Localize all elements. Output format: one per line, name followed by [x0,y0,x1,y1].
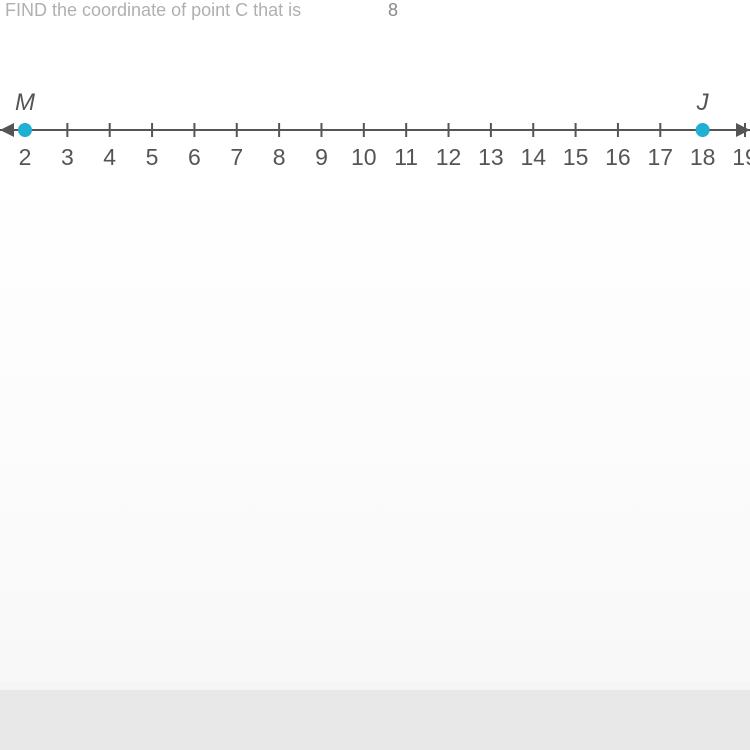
question-text-fragment: FIND the coordinate of point C that is 8 [0,0,750,22]
tick-label: 13 [478,144,504,170]
point-label: J [696,89,710,116]
tick-label: 5 [146,144,159,170]
number-line-svg: 2 3 4 5 6 7 8 9 10 11 12 13 14 15 16 17 18 19 M J [0,80,750,200]
fraction-denominator: 8 [388,0,398,21]
question-text-left: FIND the coordinate of point C that is [5,0,301,20]
tick-label: 12 [436,144,462,170]
tick-label: 15 [563,144,589,170]
tick-label: 3 [61,144,74,170]
tick-label: 14 [520,144,546,170]
tick-label: 4 [103,144,116,170]
tick-label: 11 [394,144,418,170]
tick-label: 7 [230,144,243,170]
tick-label: 10 [351,144,377,170]
bottom-bar [0,690,750,750]
tick-label: 19 [732,144,750,170]
tick-label: 18 [690,144,716,170]
number-line-point [696,123,710,137]
point-label: M [15,89,35,116]
tick-label: 16 [605,144,631,170]
tick-label: 2 [19,144,32,170]
tick-label: 9 [315,144,328,170]
tick-label: 6 [188,144,201,170]
number-line: 2 3 4 5 6 7 8 9 10 11 12 13 14 15 16 17 18 19 M J [0,80,750,200]
tick-label: 17 [647,144,673,170]
number-line-point [18,123,32,137]
tick-label: 8 [273,144,286,170]
